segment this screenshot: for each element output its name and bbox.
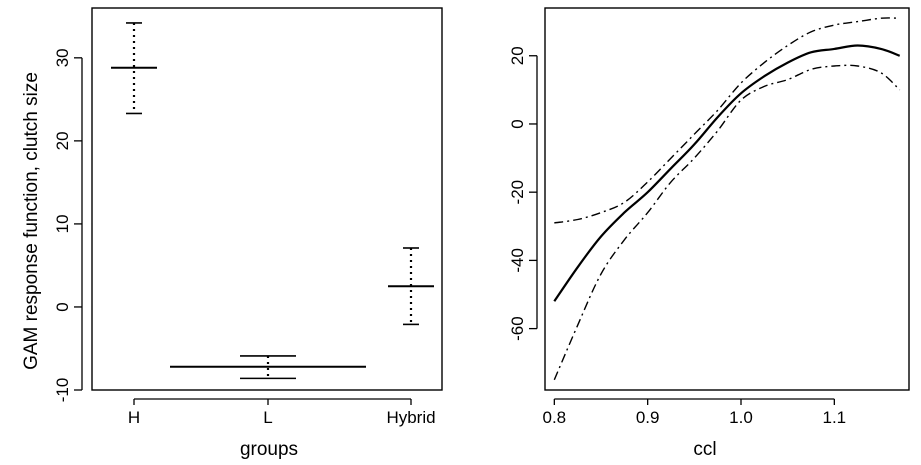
y-tick-label-right: -40 (508, 248, 527, 273)
y-tick-label-right: 0 (508, 119, 527, 128)
y-tick-label-left: -10 (53, 378, 72, 403)
x-tick-label-left: Hybrid (386, 408, 435, 427)
fit-lines (553, 17, 901, 381)
lower-band-line (553, 64, 901, 381)
fit-line (553, 44, 901, 302)
x-axis-left: H L Hybrid (128, 398, 436, 427)
plot-frame-left (91, 7, 443, 391)
x-tick-label-left: H (128, 408, 140, 427)
upper-band-line (554, 17, 900, 224)
y-tick-label-left: 10 (53, 214, 72, 233)
y-tick-label-left: 30 (53, 48, 72, 67)
plot-frame-right (544, 7, 910, 391)
x-tick-label-right: 1.1 (823, 408, 847, 427)
y-axis-title-left: GAM response function, clutch size (21, 72, 42, 370)
y-axis-right: -60 -40 -20 0 20 (508, 46, 538, 341)
x-tick-label-right: 0.9 (636, 408, 660, 427)
y-tick-label-right: 20 (508, 46, 527, 65)
y-axis-left: -10 0 10 20 30 (53, 48, 83, 403)
x-axis-title-right: ccl (693, 439, 716, 460)
x-tick-label-right: 0.8 (543, 408, 567, 427)
x-tick-label-left: L (263, 408, 272, 427)
panel-groups: -10 0 10 20 30 H L Hybrid GAM response functio… (21, 7, 443, 460)
x-axis-right: 0.8 0.9 1.0 1.1 (543, 398, 847, 427)
x-axis-title-left: groups (240, 439, 298, 460)
y-tick-label-right: -20 (508, 180, 527, 205)
x-tick-label-right: 1.0 (729, 408, 753, 427)
panel-ccl: -60 -40 -20 0 20 0.8 0.9 1.0 1.1 ccl (508, 7, 910, 460)
y-tick-label-left: 0 (53, 302, 72, 311)
y-tick-label-right: -60 (508, 316, 527, 341)
y-tick-label-left: 20 (53, 131, 72, 150)
errorbars (111, 22, 434, 380)
